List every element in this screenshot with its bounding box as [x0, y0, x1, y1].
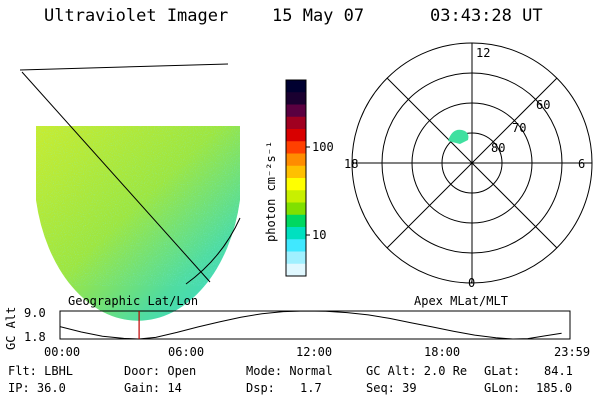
info-glon-value: 185.0 [536, 381, 573, 395]
colorbar [285, 79, 307, 277]
info-door: Door: Open [124, 364, 197, 378]
altitude-orbit-line [59, 310, 562, 340]
colorbar-segment [286, 104, 306, 118]
info-glat-label: GLat: [484, 364, 521, 378]
colorbar-segment [286, 251, 306, 265]
polar-diagonal-2 [386, 77, 558, 249]
altitude-ytick-9: 9.0 [24, 306, 46, 320]
time-label: 03:43:28 UT [430, 6, 543, 26]
colorbar-segment [286, 190, 306, 203]
date-label: 15 May 07 [272, 6, 365, 26]
polar-plot [351, 42, 593, 284]
mlt-label-12: 12 [476, 46, 491, 60]
colorbar-segment [286, 178, 306, 191]
mlat-label-60: 60 [536, 98, 551, 112]
colorbar-unit-label: photon cm⁻²s⁻¹ [264, 140, 278, 242]
info-seq: Seq: 39 [366, 381, 417, 395]
mlt-label-0: 0 [468, 276, 476, 290]
info-gain: Gain: 14 [124, 381, 182, 395]
info-dsp-value: 1.7 [300, 381, 322, 395]
altitude-xtick-1800: 18:00 [424, 345, 461, 359]
info-mode: Mode: Normal [246, 364, 333, 378]
altitude-xtick-0600: 06:00 [168, 345, 205, 359]
colorbar-segment [286, 80, 306, 93]
limb-line-top [19, 63, 229, 71]
info-glon-label: GLon: [484, 381, 521, 395]
colorbar-label-100: 100 [312, 140, 334, 154]
mlt-label-6: 6 [578, 157, 586, 171]
info-gc-alt: GC Alt: 2.0 Re [366, 364, 468, 378]
info-ip: IP: 36.0 [8, 381, 66, 395]
altitude-xtick-1200: 12:00 [296, 345, 333, 359]
aurora-patch [448, 129, 469, 144]
colorbar-segment [286, 263, 306, 277]
colorbar-segment [286, 165, 306, 179]
geographic-panel-label: Geographic Lat/Lon [68, 294, 199, 308]
colorbar-segment [286, 92, 306, 105]
altitude-xtick-2359: 23:59 [554, 345, 591, 359]
colorbar-frame [285, 79, 307, 277]
mlat-label-70: 70 [512, 121, 527, 135]
altitude-xtick-0000: 00:00 [44, 345, 81, 359]
colorbar-segment [286, 227, 306, 240]
colorbar-label-10: 10 [312, 228, 327, 242]
colorbar-segment [286, 116, 306, 130]
terminator-line [21, 71, 211, 283]
info-flt: Flt: LBHL [8, 364, 74, 378]
geographic-image [19, 63, 241, 321]
info-dsp-label: Dsp: [246, 381, 275, 395]
colorbar-segment [286, 141, 306, 154]
mlat-label-80: 80 [491, 141, 506, 155]
mlt-label-18: 18 [344, 157, 359, 171]
instrument-title: Ultraviolet Imager [44, 6, 229, 26]
apex-panel-label: Apex MLat/MLT [414, 294, 508, 308]
colorbar-segment [286, 129, 306, 142]
earth-texture [36, 126, 240, 286]
colorbar-segment [286, 239, 306, 252]
colorbar-segment [286, 214, 306, 228]
colorbar-segment [286, 202, 306, 216]
limb-arc [185, 217, 241, 285]
info-glat-value: 84.1 [544, 364, 573, 378]
altitude-ylabel: GC Alt [4, 306, 18, 350]
colorbar-segment [286, 153, 306, 167]
altitude-ytick-1-8: 1.8 [24, 330, 46, 344]
